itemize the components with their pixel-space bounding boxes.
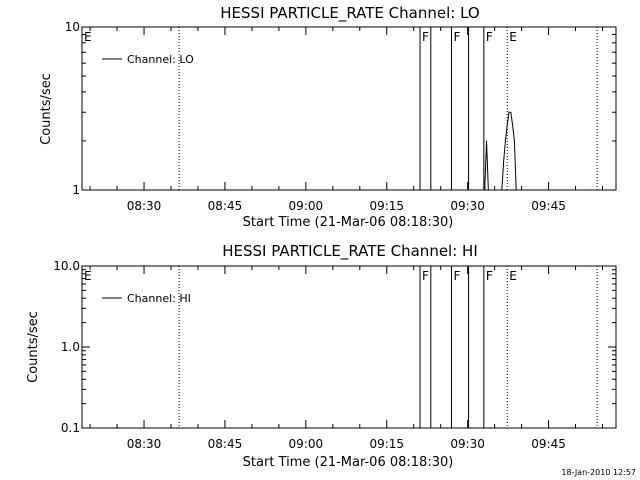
chart-title: HESSI PARTICLE_RATE Channel: LO xyxy=(220,4,479,23)
panel-channel-hi: HESSI PARTICLE_RATE Channel: HI Counts/s… xyxy=(26,242,617,470)
x-tick-label: 09:45 xyxy=(531,437,566,451)
event-marker-label: E xyxy=(509,30,517,44)
event-marker-label: E xyxy=(509,269,517,283)
x-tick-label: 08:30 xyxy=(127,437,162,451)
chart-title: HESSI PARTICLE_RATE Channel: HI xyxy=(222,242,478,261)
x-tick-label: 08:45 xyxy=(208,199,243,213)
y-axis-label: Counts/sec xyxy=(39,73,54,145)
x-tick-label: 09:30 xyxy=(450,437,485,451)
y-tick-label: 1.0 xyxy=(61,340,80,354)
footer-timestamp: 18-Jan-2010 12:57 xyxy=(561,468,636,477)
x-tick-label: 08:45 xyxy=(208,437,243,451)
plot-frame xyxy=(81,26,617,191)
x-tick-label: 09:00 xyxy=(289,437,324,451)
legend-label: Channel: HI xyxy=(127,292,191,305)
plot-frame xyxy=(81,265,617,429)
x-axis-label: Start Time (21-Mar-06 08:18:30) xyxy=(243,215,454,230)
event-marker-label: E xyxy=(84,30,92,44)
x-tick-label: 09:15 xyxy=(369,437,404,451)
legend-label: Channel: LO xyxy=(127,53,194,66)
event-marker-label: F xyxy=(453,269,460,283)
event-marker-label: F xyxy=(486,269,493,283)
event-marker-label: F xyxy=(422,30,429,44)
event-marker-label: F xyxy=(486,30,493,44)
event-marker-label: F xyxy=(453,30,460,44)
y-tick-label: 1 xyxy=(72,183,80,197)
x-tick-label: 09:00 xyxy=(289,199,324,213)
y-tick-label: 10 xyxy=(65,20,80,34)
x-tick-label: 08:30 xyxy=(127,199,162,213)
panel-channel-lo: HESSI PARTICLE_RATE Channel: LO Counts/s… xyxy=(39,4,617,230)
x-axis-label: Start Time (21-Mar-06 08:18:30) xyxy=(243,455,454,470)
x-tick-label: 09:15 xyxy=(369,199,404,213)
event-marker-label: E xyxy=(84,269,92,283)
y-tick-label: 10.0 xyxy=(53,259,80,273)
event-marker-label: F xyxy=(422,269,429,283)
y-tick-label: 0.1 xyxy=(61,421,80,435)
x-tick-label: 09:45 xyxy=(531,199,566,213)
y-axis-label: Counts/sec xyxy=(26,311,41,383)
series-line xyxy=(484,111,517,191)
x-tick-label: 09:30 xyxy=(450,199,485,213)
